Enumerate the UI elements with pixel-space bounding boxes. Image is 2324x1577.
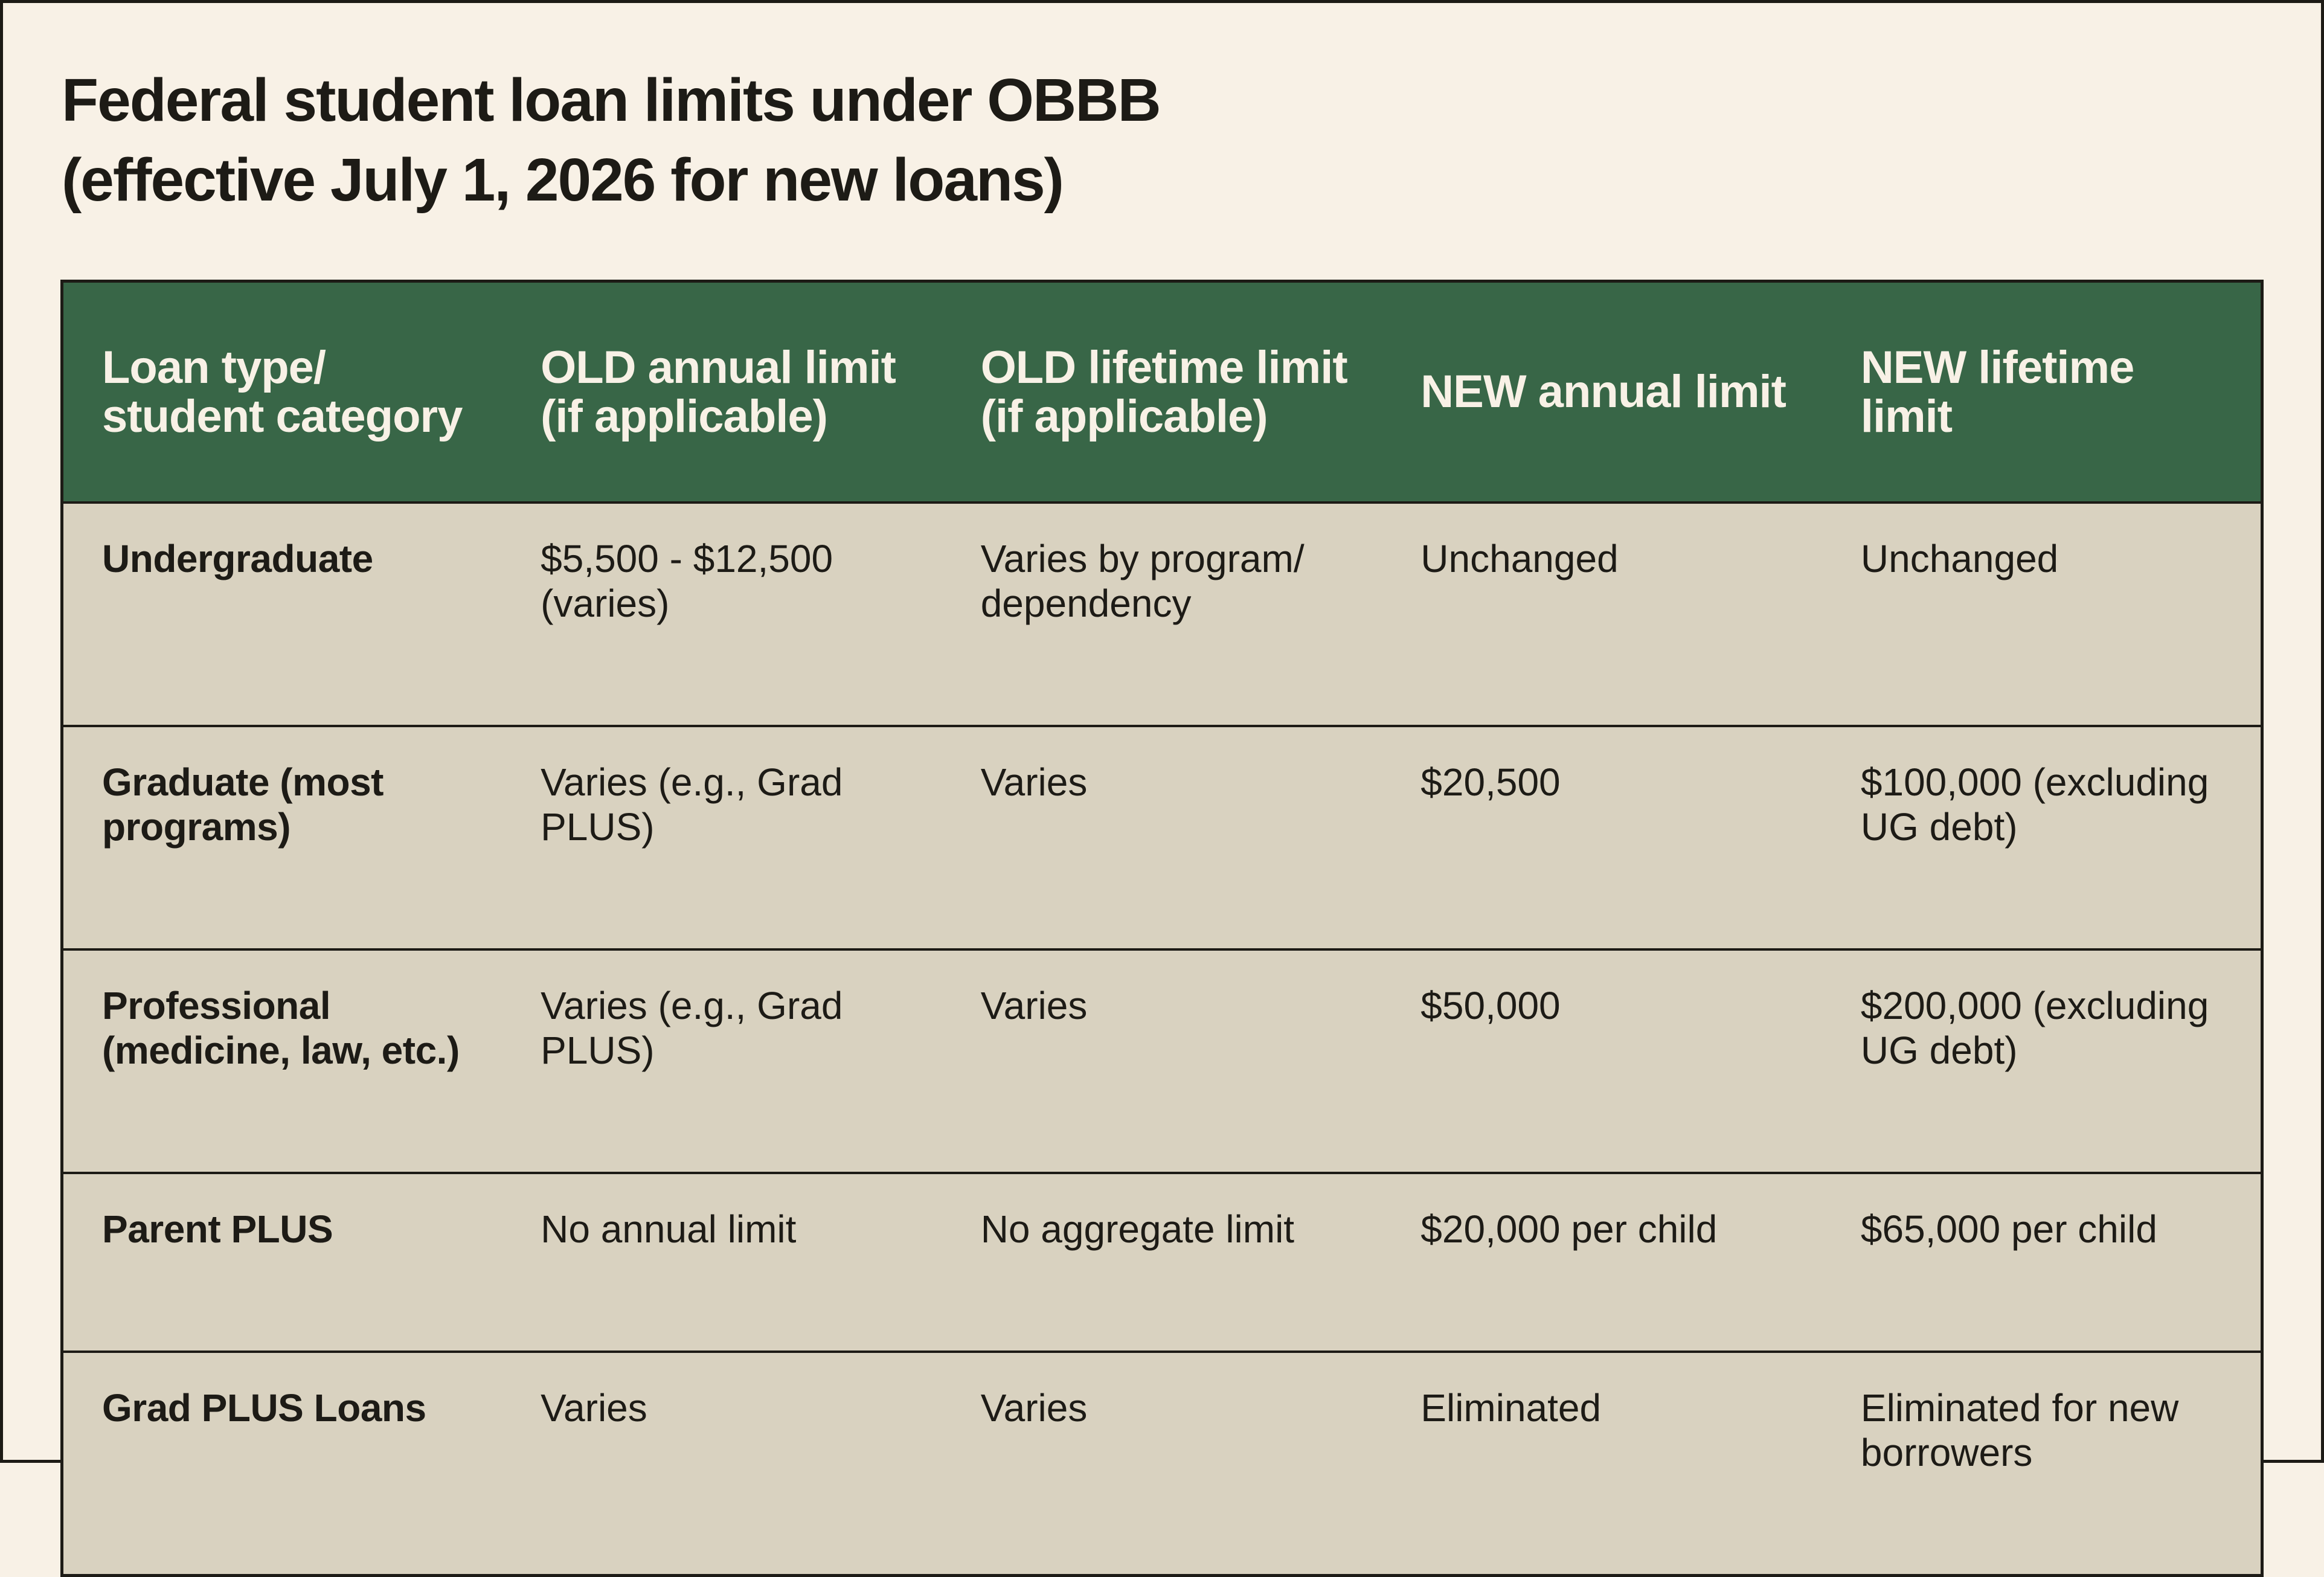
cell-loan-type: Professional (medicine, law, etc.) <box>62 948 502 1173</box>
cell-old-annual-limit: Varies (e.g., Grad PLUS) <box>502 724 942 949</box>
table-row: Graduate (most programs) Varies (e.g., G… <box>62 724 2262 949</box>
cell-new-annual-limit: $20,000 per child <box>1382 1171 1822 1352</box>
table-row: Grad PLUS Loans Varies Varies Eliminated… <box>62 1350 2262 1575</box>
cell-old-annual-limit: Varies <box>502 1350 942 1575</box>
cell-new-lifetime-limit: Unchanged <box>1822 501 2262 726</box>
table-row: Undergraduate $5,500 - $12,500 (varies) … <box>62 501 2262 726</box>
loan-limits-table: Loan type/ student category OLD annual l… <box>60 280 2264 1577</box>
header-row: Loan type/ student category OLD annual l… <box>62 281 2262 504</box>
cell-old-lifetime-limit: No aggregate limit <box>942 1171 1382 1352</box>
header-new-lifetime-limit: NEW lifetime limit <box>1822 281 2262 504</box>
table-row: Parent PLUS No annual limit No aggregate… <box>62 1171 2262 1352</box>
table-header: Loan type/ student category OLD annual l… <box>62 281 2262 504</box>
title-line-1: Federal student loan limits under OBBB <box>62 66 1161 134</box>
cell-loan-type: Parent PLUS <box>62 1171 502 1352</box>
cell-old-annual-limit: Varies (e.g., Grad PLUS) <box>502 948 942 1173</box>
cell-loan-type: Undergraduate <box>62 501 502 726</box>
cell-new-lifetime-limit: Eliminated for new borrowers <box>1822 1350 2262 1575</box>
header-loan-type: Loan type/ student category <box>62 281 502 504</box>
page-title: Federal student loan limits under OBBB (… <box>62 60 2115 220</box>
cell-old-lifetime-limit: Varies by program/ dependency <box>942 501 1382 726</box>
cell-loan-type: Grad PLUS Loans <box>62 1350 502 1575</box>
cell-old-lifetime-limit: Varies <box>942 724 1382 949</box>
title-line-2: (effective July 1, 2026 for new loans) <box>62 146 1064 214</box>
header-old-lifetime-limit: OLD lifetime limit (if applicable) <box>942 281 1382 504</box>
cell-new-lifetime-limit: $100,000 (excluding UG debt) <box>1822 724 2262 949</box>
cell-new-annual-limit: $50,000 <box>1382 948 1822 1173</box>
cell-new-annual-limit: Eliminated <box>1382 1350 1822 1575</box>
header-new-annual-limit: NEW annual limit <box>1382 281 1822 504</box>
table-row: Professional (medicine, law, etc.) Varie… <box>62 948 2262 1173</box>
table-body: Undergraduate $5,500 - $12,500 (varies) … <box>62 501 2262 1575</box>
cell-new-annual-limit: $20,500 <box>1382 724 1822 949</box>
cell-old-annual-limit: No annual limit <box>502 1171 942 1352</box>
header-old-annual-limit: OLD annual limit (if applicable) <box>502 281 942 504</box>
cell-loan-type: Graduate (most programs) <box>62 724 502 949</box>
cell-new-lifetime-limit: $65,000 per child <box>1822 1171 2262 1352</box>
cell-old-lifetime-limit: Varies <box>942 1350 1382 1575</box>
cell-old-annual-limit: $5,500 - $12,500 (varies) <box>502 501 942 726</box>
cell-new-lifetime-limit: $200,000 (excluding UG debt) <box>1822 948 2262 1173</box>
cell-old-lifetime-limit: Varies <box>942 948 1382 1173</box>
cell-new-annual-limit: Unchanged <box>1382 501 1822 726</box>
